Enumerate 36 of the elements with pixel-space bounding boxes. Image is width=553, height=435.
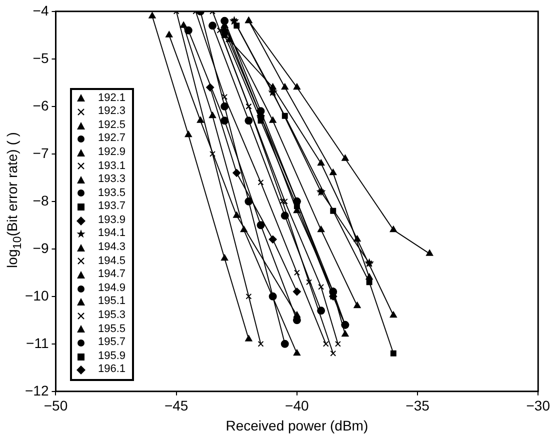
x-tick-label: −35 (406, 398, 430, 414)
legend-label: 193.9 (98, 214, 126, 228)
x-tick-label: −50 (44, 398, 68, 414)
y-tick-label: −9 (32, 240, 49, 256)
x-tick-label: −30 (526, 398, 550, 414)
legend-label: 194.9 (98, 282, 126, 296)
legend-label: 193.7 (98, 200, 126, 214)
legend-label: 194.1 (98, 227, 126, 242)
legend-label: 192.1 (98, 92, 126, 106)
legend-label: 192.5 (98, 118, 126, 132)
y-tick-label: −7 (32, 144, 49, 161)
legend-label: 192.7 (98, 132, 126, 146)
legend-label: 195.5 (98, 322, 126, 336)
y-tick-label: −10 (25, 287, 49, 304)
y-tick-label: −4 (32, 2, 49, 18)
legend-label: 192.3 (98, 105, 126, 119)
legend-label: 193.5 (98, 186, 126, 200)
y-tick-label: −5 (32, 50, 49, 66)
y-tick-label: −6 (32, 97, 49, 114)
legend-label: 195.9 (98, 350, 126, 364)
x-tick-label: −45 (164, 398, 188, 414)
y-tick-label: −11 (26, 334, 49, 351)
y-tick-label: −12 (25, 382, 49, 398)
legend-label: 194.7 (98, 268, 126, 282)
legend-label: 196.1 (98, 363, 126, 377)
legend-label: 194.3 (98, 241, 126, 255)
legend-label: 195.3 (98, 309, 126, 323)
legend-label: 194.5 (98, 254, 126, 268)
legend-label: 195.1 (98, 295, 126, 310)
y-tick-label: −8 (32, 192, 49, 208)
legend-label: 193.1 (98, 160, 126, 174)
x-axis-title: Received power (dBm) (226, 417, 368, 434)
legend-label: 192.9 (98, 146, 126, 160)
legend-label: 195.7 (98, 336, 126, 350)
legend-label: 193.3 (98, 173, 126, 187)
x-tick-label: −40 (285, 398, 310, 414)
